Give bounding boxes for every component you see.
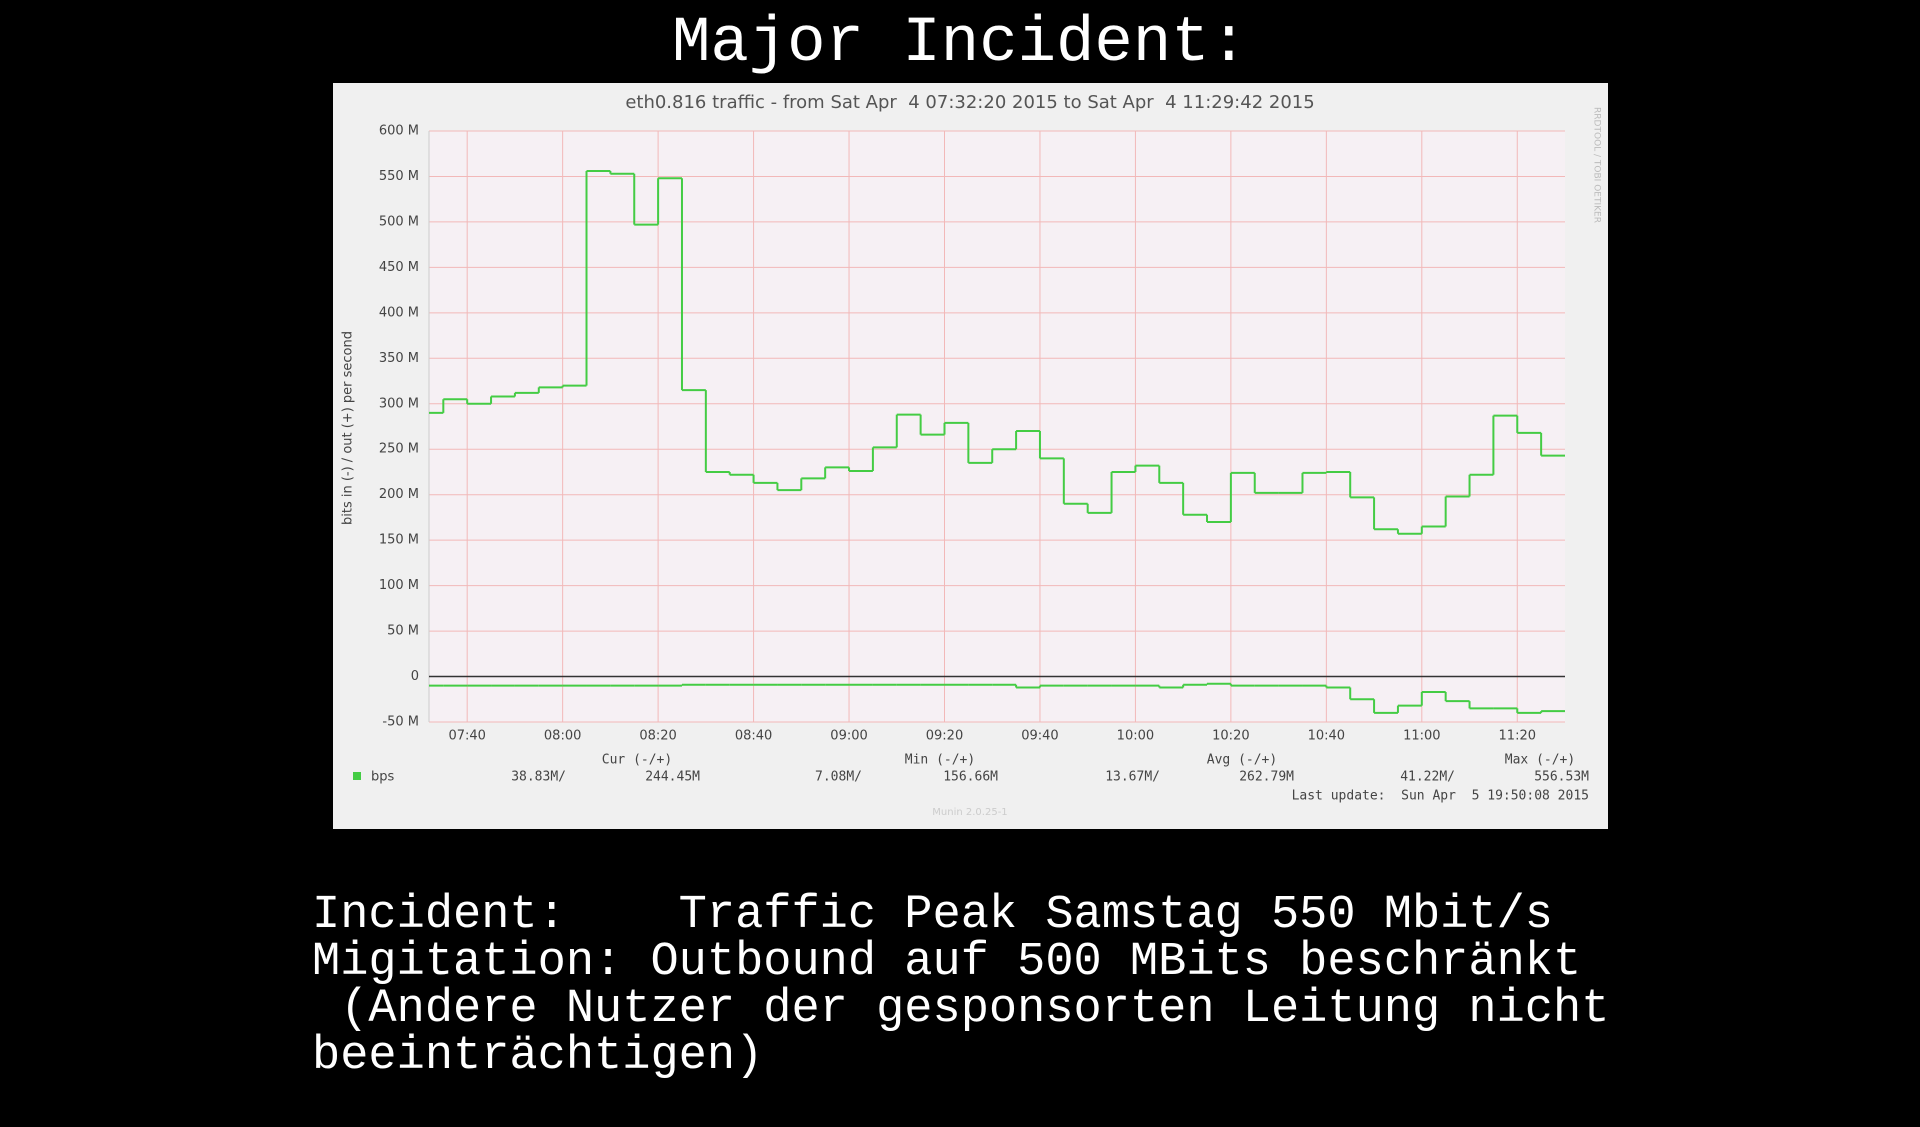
stats-value: 156.66M <box>943 770 998 785</box>
stats-value: 13.67M/ <box>1105 770 1160 785</box>
x-tick-label: 07:40 <box>448 729 485 744</box>
x-tick-label: 09:00 <box>830 729 867 744</box>
stats-header: Max (-/+) <box>1505 753 1575 768</box>
plot-area <box>429 131 1565 722</box>
legend-label: bps <box>371 770 395 785</box>
y-tick-label: 450 M <box>379 260 419 275</box>
y-tick-label: 600 M <box>379 124 419 139</box>
y-tick-label: 150 M <box>379 533 419 548</box>
chart-title: eth0.816 traffic - from Sat Apr 4 07:32:… <box>625 92 1314 113</box>
chart: eth0.816 traffic - from Sat Apr 4 07:32:… <box>333 83 1608 829</box>
y-axis-label: bits in (-) / out (+) per second <box>341 331 356 525</box>
slide-text: Incident: Traffic Peak Samstag 550 Mbit/… <box>312 845 1609 1127</box>
x-tick-label: 08:20 <box>639 729 676 744</box>
x-tick-label: 08:40 <box>735 729 772 744</box>
y-tick-label: 550 M <box>379 169 419 184</box>
text-line: beeinträchtigen) <box>312 1030 764 1083</box>
y-tick-label: 50 M <box>387 624 419 639</box>
y-tick-label: -50 M <box>382 715 419 730</box>
stats-header: Min (-/+) <box>905 753 975 768</box>
y-tick-label: 250 M <box>379 442 419 457</box>
last-update: Last update: Sun Apr 5 19:50:08 2015 <box>1292 789 1589 804</box>
x-tick-label: 08:00 <box>544 729 581 744</box>
x-tick-label: 11:20 <box>1499 729 1536 744</box>
x-tick-label: 11:00 <box>1403 729 1440 744</box>
page: Major Incident: Incident: Traffic Peak S… <box>312 8 1610 1080</box>
watermark: RRDTOOL / TOBI OETIKER <box>1592 107 1602 223</box>
legend-swatch <box>353 772 361 780</box>
stats-value: 7.08M/ <box>815 770 862 785</box>
stats-value: 38.83M/ <box>511 770 566 785</box>
x-tick-label: 09:40 <box>1021 729 1058 744</box>
line-riser <box>442 171 1543 534</box>
x-tick-label: 10:20 <box>1212 729 1249 744</box>
footer: Munin 2.0.25-1 <box>932 807 1007 818</box>
x-tick-label: 09:20 <box>926 729 963 744</box>
y-tick-label: 300 M <box>379 396 419 411</box>
stats-value: 41.22M/ <box>1400 770 1455 785</box>
x-tick-label: 10:40 <box>1308 729 1345 744</box>
y-tick-label: 200 M <box>379 487 419 502</box>
stats-header: Cur (-/+) <box>602 753 672 768</box>
stats-value: 556.53M <box>1534 770 1589 785</box>
stats-header: Avg (-/+) <box>1207 753 1277 768</box>
y-tick-label: 350 M <box>379 351 419 366</box>
y-tick-label: 500 M <box>379 214 419 229</box>
text-line: Incident: Traffic Peak Samstag 550 Mbit/… <box>312 889 1554 942</box>
y-tick-label: 100 M <box>379 578 419 593</box>
y-tick-label: 0 <box>411 669 419 684</box>
stats-value: 244.45M <box>645 770 700 785</box>
x-tick-label: 10:00 <box>1117 729 1154 744</box>
text-line: (Andere Nutzer der gesponsorten Leitung … <box>312 983 1610 1036</box>
stats-value: 262.79M <box>1239 770 1294 785</box>
text-line: Migitation: Outbound auf 500 MBits besch… <box>312 936 1582 989</box>
y-tick-label: 400 M <box>379 305 419 320</box>
slide-title: Major Incident: <box>671 8 1249 80</box>
